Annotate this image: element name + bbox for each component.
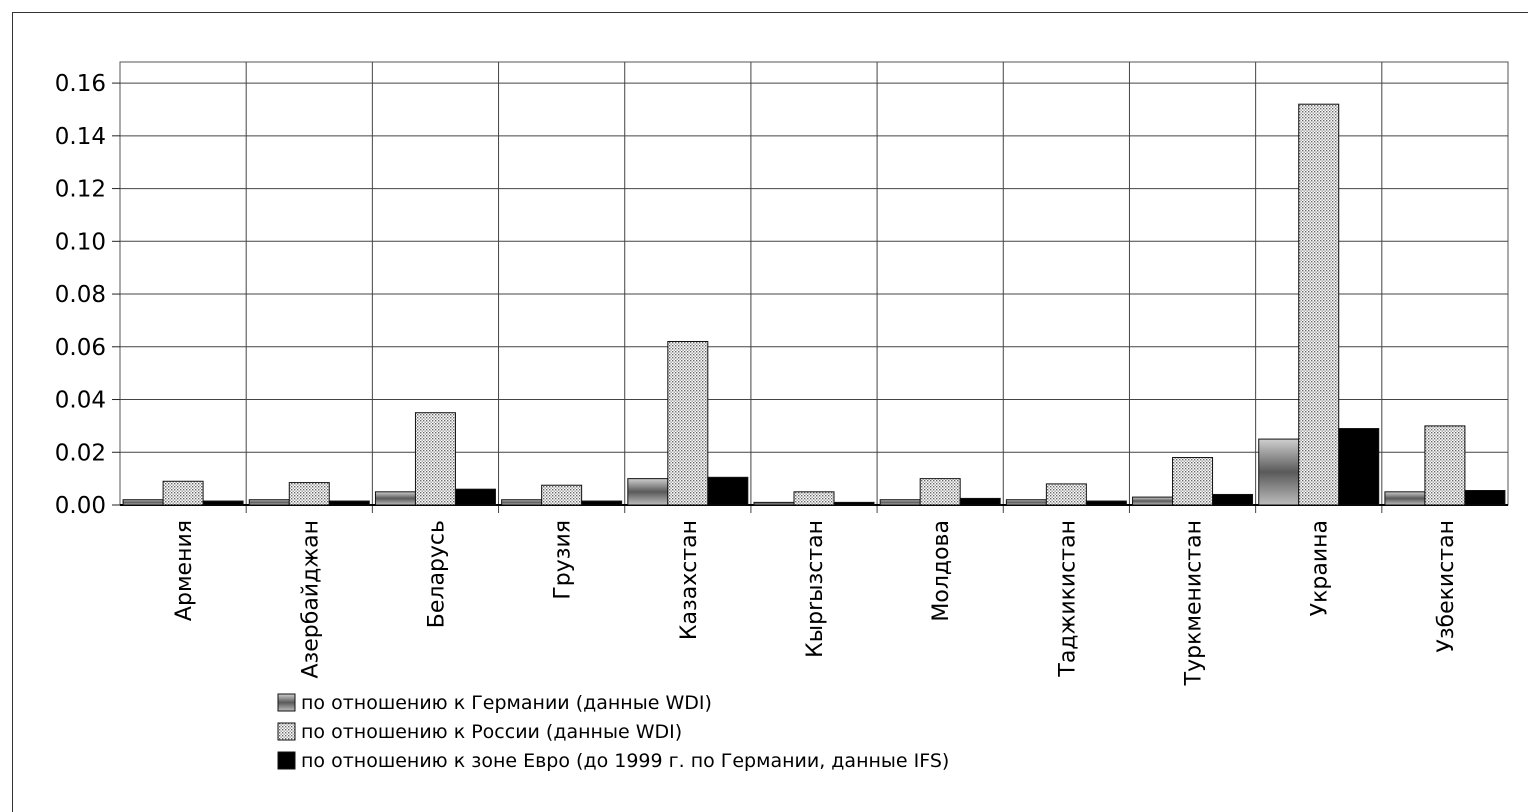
bar-russia bbox=[667, 341, 709, 506]
y-tick-label: 0.16 bbox=[55, 71, 106, 97]
legend-label-euro: по отношению к зоне Евро (до 1999 г. по … bbox=[301, 750, 949, 772]
x-category-label: Азербайджан bbox=[298, 520, 323, 679]
x-category-label: Беларусь bbox=[424, 520, 449, 628]
y-tick-label: 0.06 bbox=[55, 335, 106, 361]
x-category-label: Туркменистан bbox=[1182, 520, 1207, 686]
bar-euro bbox=[1212, 493, 1254, 506]
bar-euro bbox=[833, 501, 875, 506]
y-tick-label: 0.04 bbox=[55, 388, 106, 414]
legend-swatch-euro bbox=[277, 751, 296, 770]
y-tick-label: 0.00 bbox=[55, 493, 106, 519]
y-tick-label: 0.08 bbox=[55, 282, 106, 308]
bar-russia bbox=[1424, 425, 1466, 506]
x-category-label: Кырrызстан bbox=[803, 520, 828, 658]
bar-germany bbox=[627, 478, 669, 506]
bar-russia bbox=[414, 412, 456, 506]
bar-germany bbox=[753, 501, 795, 506]
chart-frame bbox=[12, 12, 1528, 812]
bar-russia bbox=[919, 478, 961, 506]
x-category-label: Молдова bbox=[929, 520, 954, 622]
bar-euro bbox=[1338, 428, 1380, 506]
y-axis-ticks: 0.00 0.02 0.04 0.06 0.08 0.10 0.12 0.14 0.16 bbox=[55, 71, 120, 519]
bar-germany bbox=[1132, 496, 1174, 506]
bar-germany bbox=[1258, 438, 1300, 506]
bar-russia bbox=[288, 482, 330, 506]
bar-euro bbox=[202, 500, 244, 506]
bar-russia bbox=[162, 480, 204, 506]
bar-chart: 0.00 0.02 0.04 0.06 0.08 0.10 0.12 0.14 0.16 Арм… bbox=[55, 61, 1509, 772]
legend: по отношению к Германии (данные WDI) по о… bbox=[277, 692, 949, 772]
bar-germany bbox=[879, 499, 921, 506]
x-category-label: Армения bbox=[172, 520, 197, 621]
legend-swatch-russia bbox=[277, 722, 296, 741]
bar-germany bbox=[248, 499, 290, 506]
x-axis-categories: Армения Азербайджан Беларусь Грузия Казахста… bbox=[172, 520, 1459, 686]
x-category-label: Таджикистан bbox=[1055, 520, 1080, 678]
bar-euro bbox=[328, 500, 370, 506]
bar-germany bbox=[1384, 491, 1426, 506]
y-tick-label: 0.14 bbox=[55, 124, 106, 150]
y-tick-label: 0.02 bbox=[55, 440, 106, 466]
bar-euro bbox=[581, 500, 623, 506]
y-tick-label: 0.10 bbox=[55, 229, 106, 255]
bar-euro bbox=[454, 488, 496, 506]
bar-russia bbox=[1172, 457, 1214, 506]
bar-russia bbox=[1045, 483, 1087, 506]
bar-euro bbox=[1464, 489, 1506, 506]
bar-euro bbox=[707, 476, 749, 506]
bar-russia bbox=[541, 484, 583, 506]
bar-russia bbox=[793, 491, 835, 506]
x-category-label: Грузия bbox=[551, 520, 576, 600]
x-category-label: Казахстан bbox=[677, 520, 702, 640]
bar-germany bbox=[501, 499, 543, 506]
x-category-label: Украина bbox=[1308, 520, 1333, 616]
y-tick-label: 0.12 bbox=[55, 177, 106, 203]
bar-germany bbox=[374, 491, 416, 506]
x-category-label: Узбекистан bbox=[1434, 520, 1459, 653]
legend-swatch-germany bbox=[277, 693, 296, 712]
bars bbox=[122, 103, 1506, 506]
bar-germany bbox=[1005, 499, 1047, 506]
bar-germany bbox=[122, 499, 164, 506]
bar-euro bbox=[959, 497, 1001, 506]
legend-label-russia: по отношению к России (данные WDI) bbox=[301, 721, 682, 743]
bar-russia bbox=[1298, 103, 1340, 506]
bar-euro bbox=[1085, 500, 1127, 506]
legend-label-germany: по отношению к Германии (данные WDI) bbox=[301, 692, 712, 714]
